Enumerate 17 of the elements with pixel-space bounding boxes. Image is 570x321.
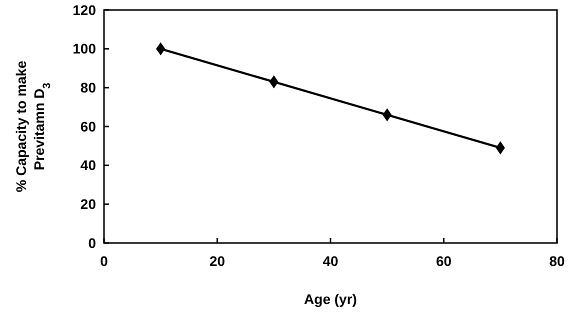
point xyxy=(382,108,392,122)
point xyxy=(269,75,278,88)
x-axis-title: Age (yr) xyxy=(304,291,357,307)
y-tick-label: 0 xyxy=(88,234,96,251)
y-tick-label: 120 xyxy=(72,2,96,18)
y-tick-label: 80 xyxy=(80,80,96,96)
point xyxy=(156,42,166,56)
x-tick-label: 20 xyxy=(209,253,226,269)
x-tick-label: 80 xyxy=(549,253,565,269)
x-tick-label: 60 xyxy=(436,253,452,269)
point xyxy=(496,141,505,154)
y-tick-label: 100 xyxy=(72,40,96,57)
x-tick-label: 40 xyxy=(322,253,338,269)
x-tick-label: 0 xyxy=(100,253,108,269)
y-tick-label: 20 xyxy=(80,196,96,212)
y-tick-label: 40 xyxy=(80,157,96,174)
y-tick-label: 60 xyxy=(80,118,96,134)
